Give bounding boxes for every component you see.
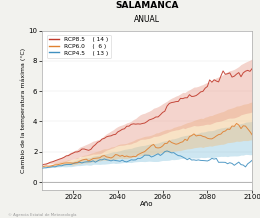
Text: SALAMANCA: SALAMANCA: [115, 1, 179, 10]
Y-axis label: Cambio de la temperatura máxima (°C): Cambio de la temperatura máxima (°C): [20, 48, 26, 173]
Text: © Agencia Estatal de Meteorología: © Agencia Estatal de Meteorología: [8, 213, 76, 217]
X-axis label: Año: Año: [140, 201, 154, 207]
Legend: RCP8.5    ( 14 ), RCP6.0    (  6 ), RCP4.5    ( 13 ): RCP8.5 ( 14 ), RCP6.0 ( 6 ), RCP4.5 ( 13…: [47, 35, 111, 58]
Text: ANUAL: ANUAL: [134, 15, 160, 24]
